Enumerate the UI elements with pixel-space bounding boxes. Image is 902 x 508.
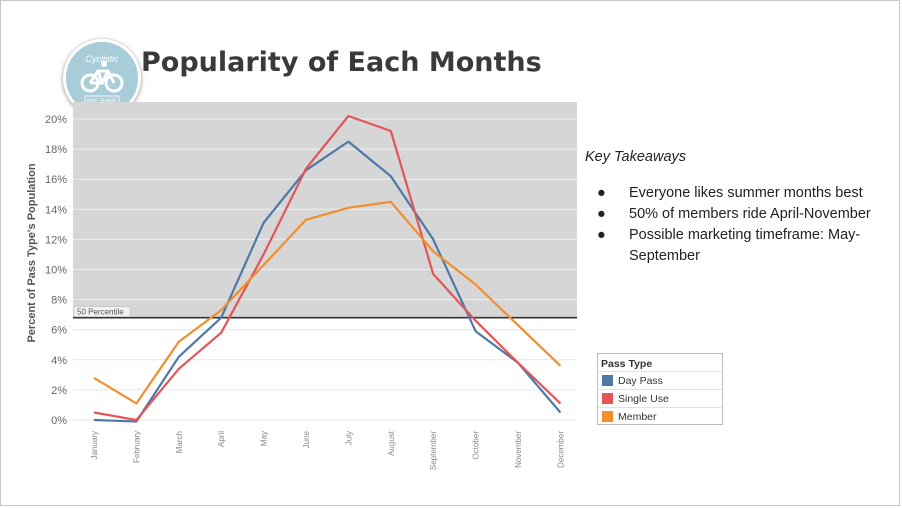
reference-line-label: 50 Percentile xyxy=(77,308,124,317)
legend-title: Pass Type xyxy=(601,358,653,370)
y-tick-label: 18% xyxy=(45,144,67,156)
series-line-day-pass xyxy=(93,140,562,423)
y-tick-label: 20% xyxy=(45,114,67,126)
y-tick-label: 10% xyxy=(45,265,67,277)
takeaway-item: ● Everyone likes summer months best xyxy=(585,183,875,204)
x-tick-label: May xyxy=(260,431,269,446)
logo-text-bottom: BIKE SHARE xyxy=(87,99,118,105)
takeaways-heading: Key Takeaways xyxy=(585,149,687,165)
x-tick-label: August xyxy=(387,430,396,456)
x-tick-label: July xyxy=(344,431,353,445)
chart-legend: Pass Type Day Pass Single Use Member xyxy=(597,353,723,425)
bullet-icon: ● xyxy=(597,227,606,243)
x-tick-label: September xyxy=(429,431,438,470)
x-tick-label: April xyxy=(217,431,226,447)
bullet-icon: ● xyxy=(597,185,606,201)
series-line-member xyxy=(93,200,562,405)
takeaways-list: ● Everyone likes summer months best ● 50% … xyxy=(585,183,875,267)
line-chart: 50 Percentile 0% 2% 4% 6% 8% 10% 12% 14% 16% 18% 2… xyxy=(26,102,577,470)
y-tick-label: 6% xyxy=(51,325,67,337)
y-tick-label: 12% xyxy=(45,234,67,246)
bicycle-icon xyxy=(80,69,124,93)
x-tick-label: November xyxy=(514,431,523,468)
x-tick-label: March xyxy=(175,431,184,453)
legend-swatch xyxy=(602,375,613,386)
series-line-single-use xyxy=(93,114,562,422)
y-tick-label: 8% xyxy=(51,295,67,307)
key-takeaways: Key Takeaways ● Everyone likes summer mon… xyxy=(585,149,875,267)
y-tick-label: 0% xyxy=(51,415,67,427)
x-tick-label: October xyxy=(472,431,481,460)
x-tick-label: June xyxy=(302,430,311,448)
takeaway-item: ● 50% of members ride April-November xyxy=(585,204,875,225)
x-tick-label: February xyxy=(132,431,141,463)
page-title: Popularity of Each Months xyxy=(141,47,542,78)
reference-label-box xyxy=(73,306,131,317)
x-tick-label: December xyxy=(556,431,565,468)
y-tick-label: 16% xyxy=(45,174,67,186)
takeaway-item: ● Possible marketing timeframe: May-Septe… xyxy=(597,227,861,264)
x-tick-label: January xyxy=(90,431,99,459)
bullet-icon: ● xyxy=(597,206,606,222)
shaded-band xyxy=(73,102,577,318)
y-tick-label: 4% xyxy=(51,355,67,367)
y-axis-title: Percent of Pass Type's Population xyxy=(26,163,38,342)
y-tick-label: 2% xyxy=(51,385,67,397)
legend-item-member[interactable]: Member xyxy=(598,407,722,425)
legend-item-single-use[interactable]: Single Use xyxy=(598,389,722,407)
legend-item-day-pass[interactable]: Day Pass xyxy=(598,371,722,389)
legend-swatch xyxy=(602,393,613,404)
y-tick-label: 14% xyxy=(45,204,67,216)
logo-text-top: Cyclistic xyxy=(86,54,119,64)
legend-swatch xyxy=(602,411,613,422)
